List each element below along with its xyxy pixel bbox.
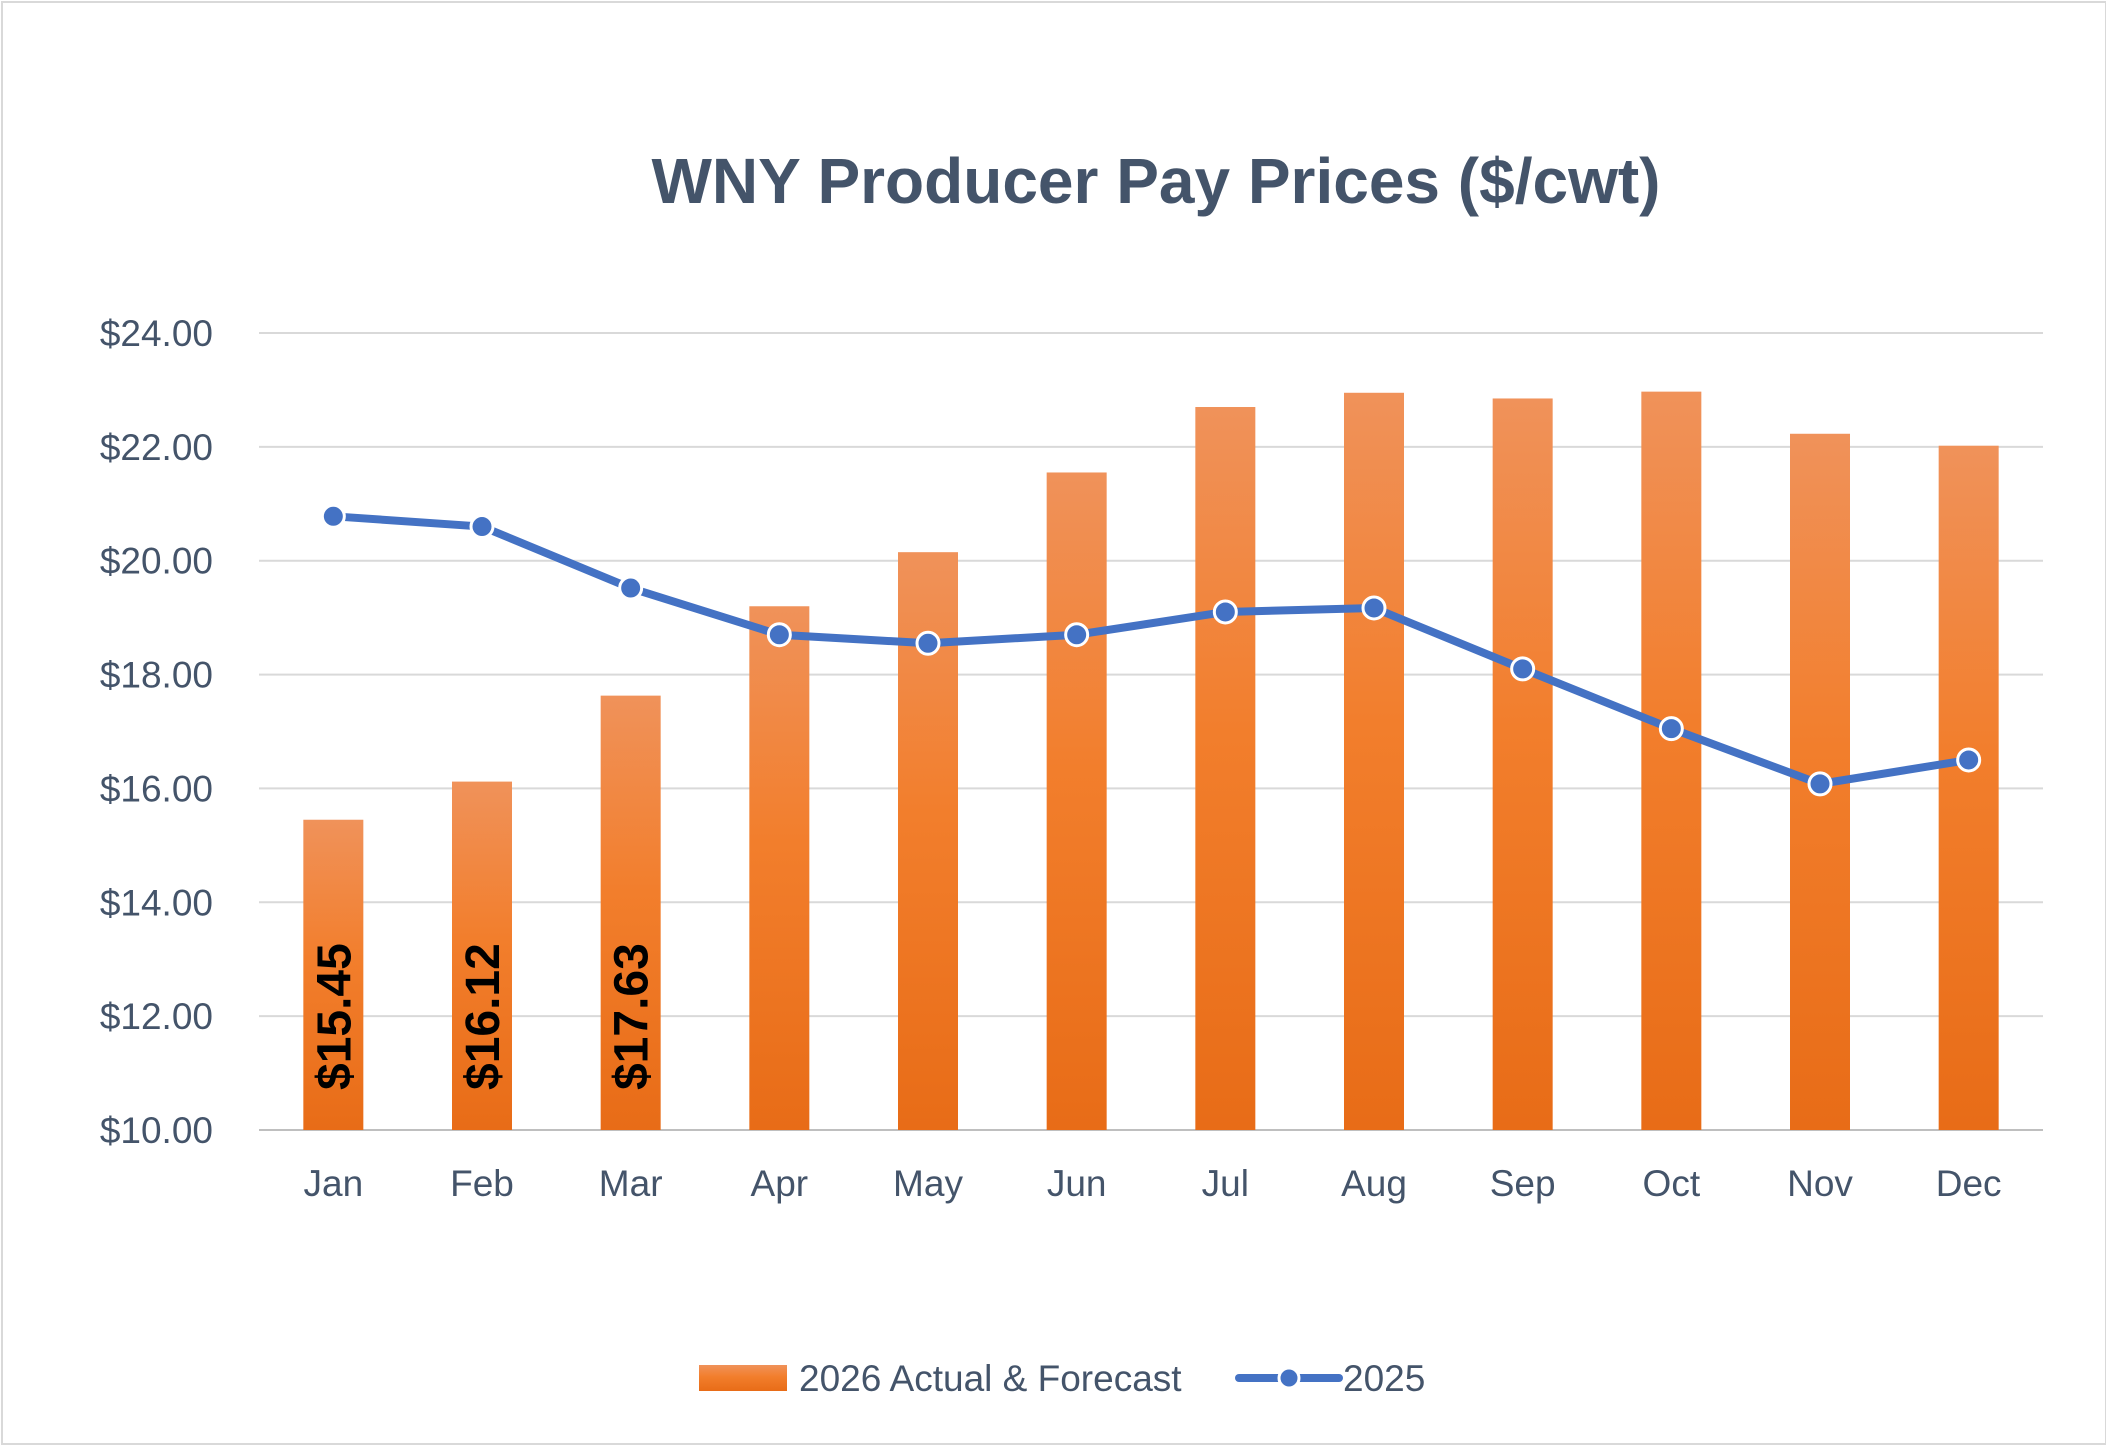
x-tick-label: Jun	[1047, 1163, 1107, 1204]
y-tick-label: $12.00	[100, 996, 213, 1037]
x-tick-label: Apr	[751, 1163, 809, 1204]
x-tick-label: Oct	[1643, 1163, 1701, 1204]
legend[interactable]: 2026 Actual & Forecast 2025	[699, 1358, 1425, 1399]
line-point	[1064, 622, 1090, 648]
y-tick-label: $10.00	[100, 1110, 213, 1151]
bar	[749, 606, 810, 1130]
bar-data-label: $17.63	[606, 943, 659, 1090]
bar-data-label: $15.45	[308, 943, 361, 1090]
bar	[452, 781, 512, 1130]
line-series	[320, 503, 1982, 797]
x-tick-label: Nov	[1787, 1163, 1853, 1204]
bar	[1046, 472, 1107, 1131]
x-tick-label: Feb	[450, 1163, 514, 1204]
line-point	[1658, 716, 1684, 742]
line-2025	[329, 512, 1973, 788]
legend-swatch-marker	[1277, 1366, 1301, 1390]
line-point	[1212, 599, 1238, 625]
bar	[1195, 407, 1256, 1130]
bar-data-label: $16.12	[457, 943, 510, 1090]
chart-svg: WNY Producer Pay Prices ($/cwt) $15.45 $1…	[100, 145, 2043, 1399]
line-point	[915, 630, 941, 656]
x-tick-label: Sep	[1490, 1163, 1556, 1204]
line-point	[766, 622, 792, 648]
line-point	[1807, 771, 1833, 797]
line-point	[1510, 656, 1536, 682]
legend-swatch-bars	[699, 1365, 787, 1391]
line-point	[1361, 595, 1387, 621]
bar	[1492, 398, 1553, 1130]
x-tick-label: Dec	[1936, 1163, 2002, 1204]
bar-series	[303, 391, 1999, 1131]
bar	[1641, 391, 1702, 1130]
y-tick-label: $16.00	[100, 768, 213, 809]
data-labels: $15.45 $16.12 $17.63	[308, 943, 658, 1090]
y-tick-label: $22.00	[100, 427, 213, 468]
line-point	[469, 514, 495, 540]
axis-labels: $10.00 $12.00 $14.00 $16.00 $18.00 $20.00 $22.…	[100, 313, 2002, 1204]
legend-label-2026: 2026 Actual & Forecast	[799, 1358, 1182, 1399]
bar	[600, 695, 661, 1130]
x-tick-label: Jan	[304, 1163, 364, 1204]
y-tick-label: $20.00	[100, 541, 213, 582]
bar	[1938, 445, 1999, 1130]
legend-label-2025: 2025	[1343, 1358, 1425, 1399]
y-tick-label: $18.00	[100, 655, 213, 696]
bar	[303, 819, 364, 1130]
bar	[1344, 392, 1404, 1130]
grid-layer	[259, 332, 2043, 1131]
x-tick-label: Aug	[1341, 1163, 1407, 1204]
y-tick-label: $24.00	[100, 313, 213, 354]
x-tick-label: Mar	[599, 1163, 663, 1204]
line-point	[320, 503, 346, 529]
chart-title: WNY Producer Pay Prices ($/cwt)	[652, 145, 1661, 217]
line-point	[618, 575, 644, 601]
y-tick-label: $14.00	[100, 882, 213, 923]
x-tick-label: May	[893, 1163, 963, 1204]
line-point	[1956, 747, 1982, 773]
x-tick-label: Jul	[1202, 1163, 1249, 1204]
